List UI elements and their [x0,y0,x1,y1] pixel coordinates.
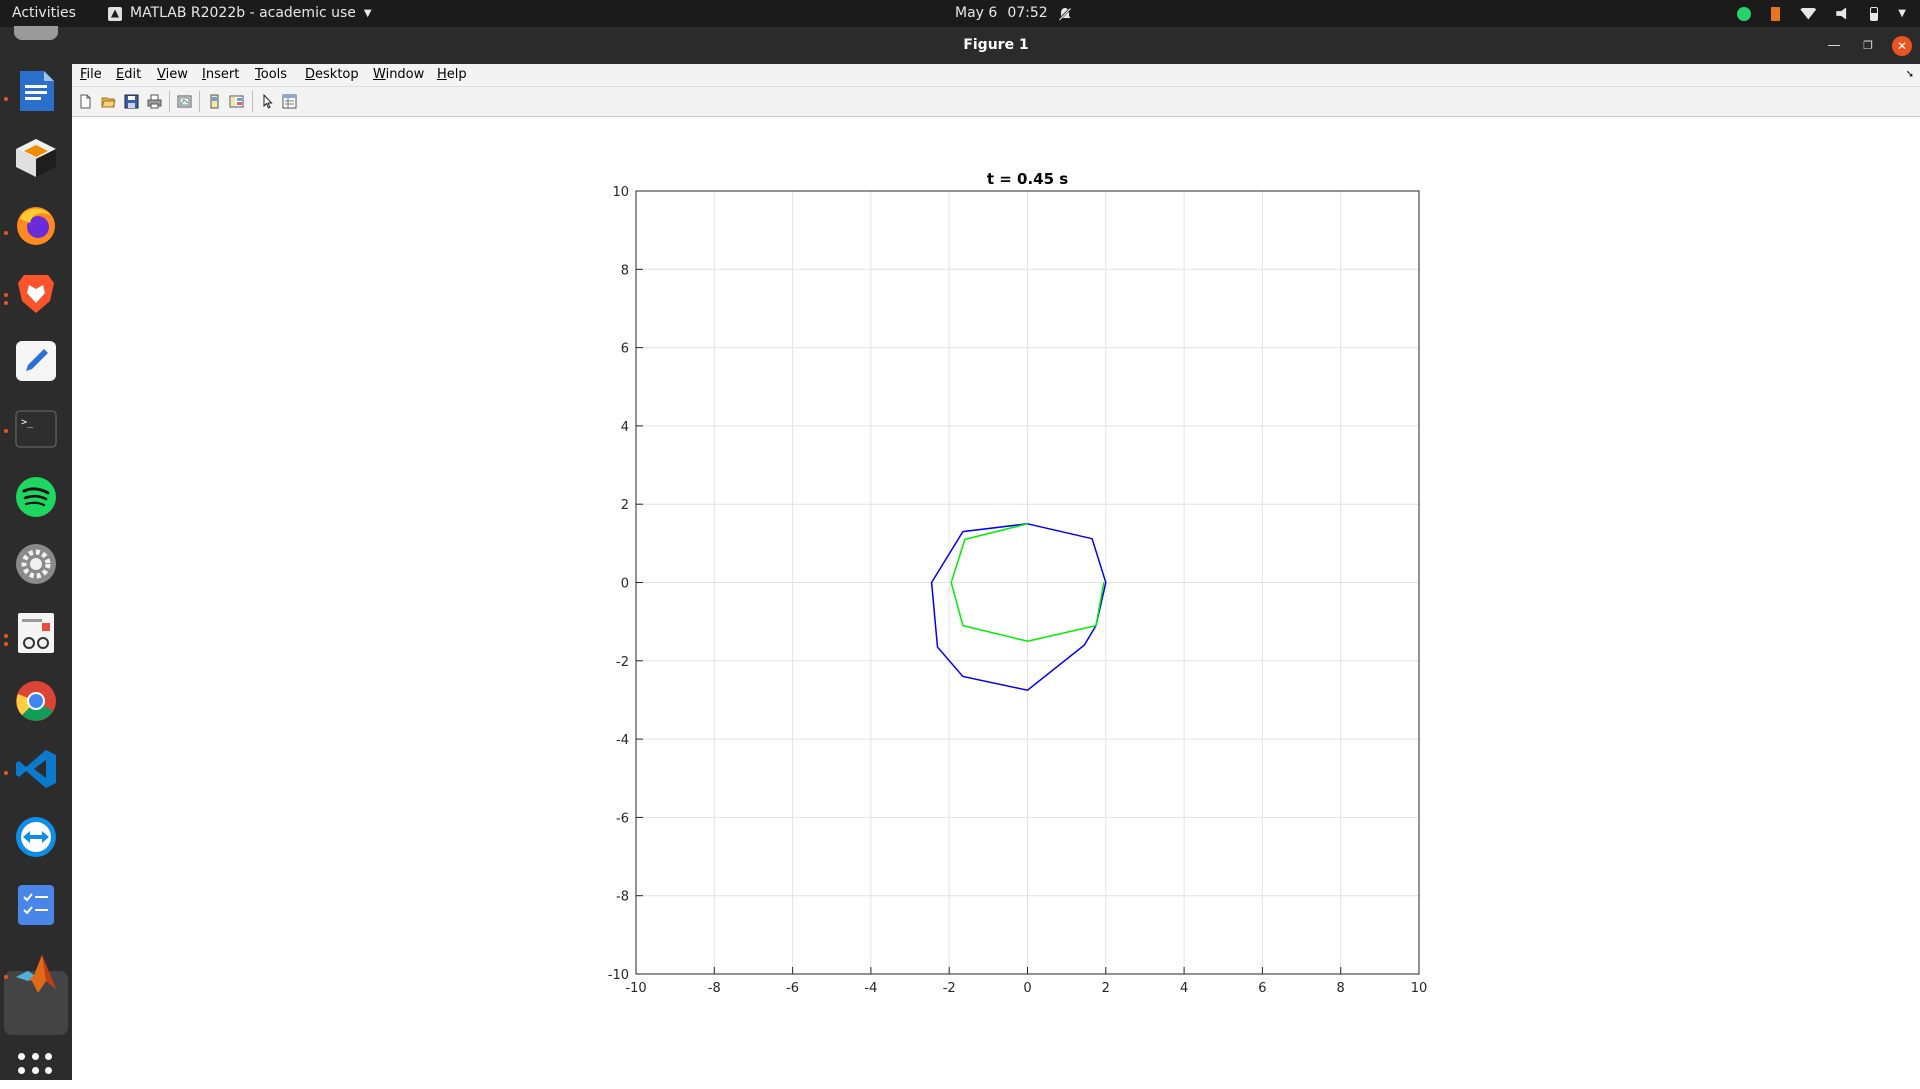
menu-window[interactable]: Window [373,67,425,82]
minimize-button[interactable]: — [1827,38,1841,53]
system-menu-caret-icon[interactable]: ▼ [1898,8,1906,19]
notifications-muted-icon [1057,6,1072,21]
menu-insert[interactable]: Insert [202,67,240,82]
battery-icon[interactable] [1870,6,1879,21]
running-indicator [4,975,8,979]
y-tick-label: -8 [616,890,629,905]
terminal-icon[interactable]: >_ [14,407,58,451]
toolbar-separator [199,91,200,112]
x-tick-label: -6 [786,981,799,996]
y-tick-label: 0 [621,577,629,592]
dock-scrolled-item[interactable] [14,26,58,40]
x-tick-label: 6 [1258,981,1266,996]
y-tick-label: 6 [621,342,629,357]
tasks-icon[interactable] [14,883,58,927]
x-tick-label: -4 [864,981,877,996]
chrome-icon[interactable] [14,679,58,723]
x-tick-label: -2 [943,981,956,996]
matlab-icon[interactable] [14,951,58,995]
maximize-button[interactable]: ❐ [1863,39,1873,52]
running-indicator [4,231,8,235]
axes-grid [635,190,1420,975]
window-title: Figure 1 [963,37,1029,53]
menu-help[interactable]: Help [437,67,467,82]
axes-ticks: -10 -8 -6 -4 -2 0 2 4 6 8 10 -10 -8 -6 -4 -2 0 2 4 6 8 10 [608,185,1428,996]
x-tick-label: -10 [625,981,646,996]
y-tick-label: -4 [616,733,629,748]
libreoffice-writer-icon[interactable] [14,69,58,113]
menu-desktop[interactable]: Desktop [305,67,359,82]
running-indicator [4,634,8,638]
clock-time: 07:52 [1007,5,1048,21]
virtualbox-icon[interactable] [14,135,58,179]
clock-date: May 6 [955,5,998,21]
settings-icon[interactable] [14,542,58,586]
new-figure-icon[interactable] [78,94,93,109]
x-tick-label: 0 [1023,981,1031,996]
x-tick-label: 10 [1411,981,1428,996]
caret-down-icon: ▼ [363,8,372,19]
menu-view[interactable]: View [157,67,188,82]
running-indicator [4,642,8,646]
x-tick-label: 4 [1180,981,1188,996]
app-menu[interactable]: MATLAB R2022b - academic use ▼ [108,0,372,27]
x-tick-label: 8 [1337,981,1345,996]
y-tick-label: 2 [621,498,629,513]
activities-button[interactable]: Activities [12,5,76,21]
x-tick-label: 2 [1102,981,1110,996]
plot-series [930,523,1107,692]
volume-icon[interactable] [1836,7,1847,20]
top-bar: Activities MATLAB R2022b - academic use … [0,0,1920,27]
print-icon[interactable] [147,94,162,109]
teamviewer-icon[interactable] [14,815,58,859]
figure-toolbar [72,87,1920,117]
brave-icon[interactable] [14,271,58,315]
document-viewer-icon[interactable] [14,611,58,655]
app-menu-label: MATLAB R2022b - academic use [130,5,356,21]
series-line-2[interactable] [950,523,1105,642]
menu-edit[interactable]: Edit [116,67,142,82]
y-tick-label: 10 [612,185,629,200]
y-tick-label: 4 [621,420,629,435]
clock[interactable]: May 6 07:52 [955,0,1072,27]
vscode-icon[interactable] [14,747,58,791]
y-tick-label: -10 [608,968,629,983]
matlab-app-icon [108,6,122,21]
y-tick-label: -2 [616,655,629,670]
dock: >_ [0,26,72,1088]
save-icon[interactable] [124,94,139,109]
series-line-1[interactable] [930,523,1107,692]
spotify-icon[interactable] [14,475,58,519]
menu-tools[interactable]: Tools [255,67,288,82]
y-tick-label: 8 [621,263,629,278]
edit-plot-icon[interactable] [260,94,275,109]
y-tick-label: -6 [616,811,629,826]
firefox-icon[interactable] [14,203,58,247]
tray-app-icon[interactable] [1771,6,1781,21]
close-button[interactable]: ✕ [1892,36,1912,56]
open-property-inspector-icon[interactable] [282,94,297,109]
running-indicator [4,301,8,305]
running-indicator [4,97,8,101]
hide-plot-tools-icon[interactable] [207,94,222,109]
open-file-icon[interactable] [101,94,116,109]
running-indicator [4,429,8,433]
window-title-bar[interactable]: Figure 1 — ❐ ✕ [72,27,1920,64]
x-tick-label: -8 [708,981,721,996]
svg-text:>_: >_ [21,417,34,428]
running-indicator [4,293,8,297]
show-plot-tools-icon[interactable] [229,94,244,109]
system-tray[interactable]: ▼ [1737,0,1906,27]
whatsapp-icon[interactable] [1737,6,1752,21]
text-editor-icon[interactable] [14,339,58,383]
menu-bar: File Edit View Insert Tools Desktop Wind… [72,64,1920,87]
dock-figure-arrow-icon[interactable]: ➘ [1905,69,1914,80]
chart-title: t = 0.45 s [987,170,1068,188]
toolbar-separator [169,91,170,112]
link-plot-icon[interactable] [177,94,192,109]
toolbar-separator [252,91,253,112]
menu-file[interactable]: File [80,67,102,82]
running-indicator [4,771,8,775]
